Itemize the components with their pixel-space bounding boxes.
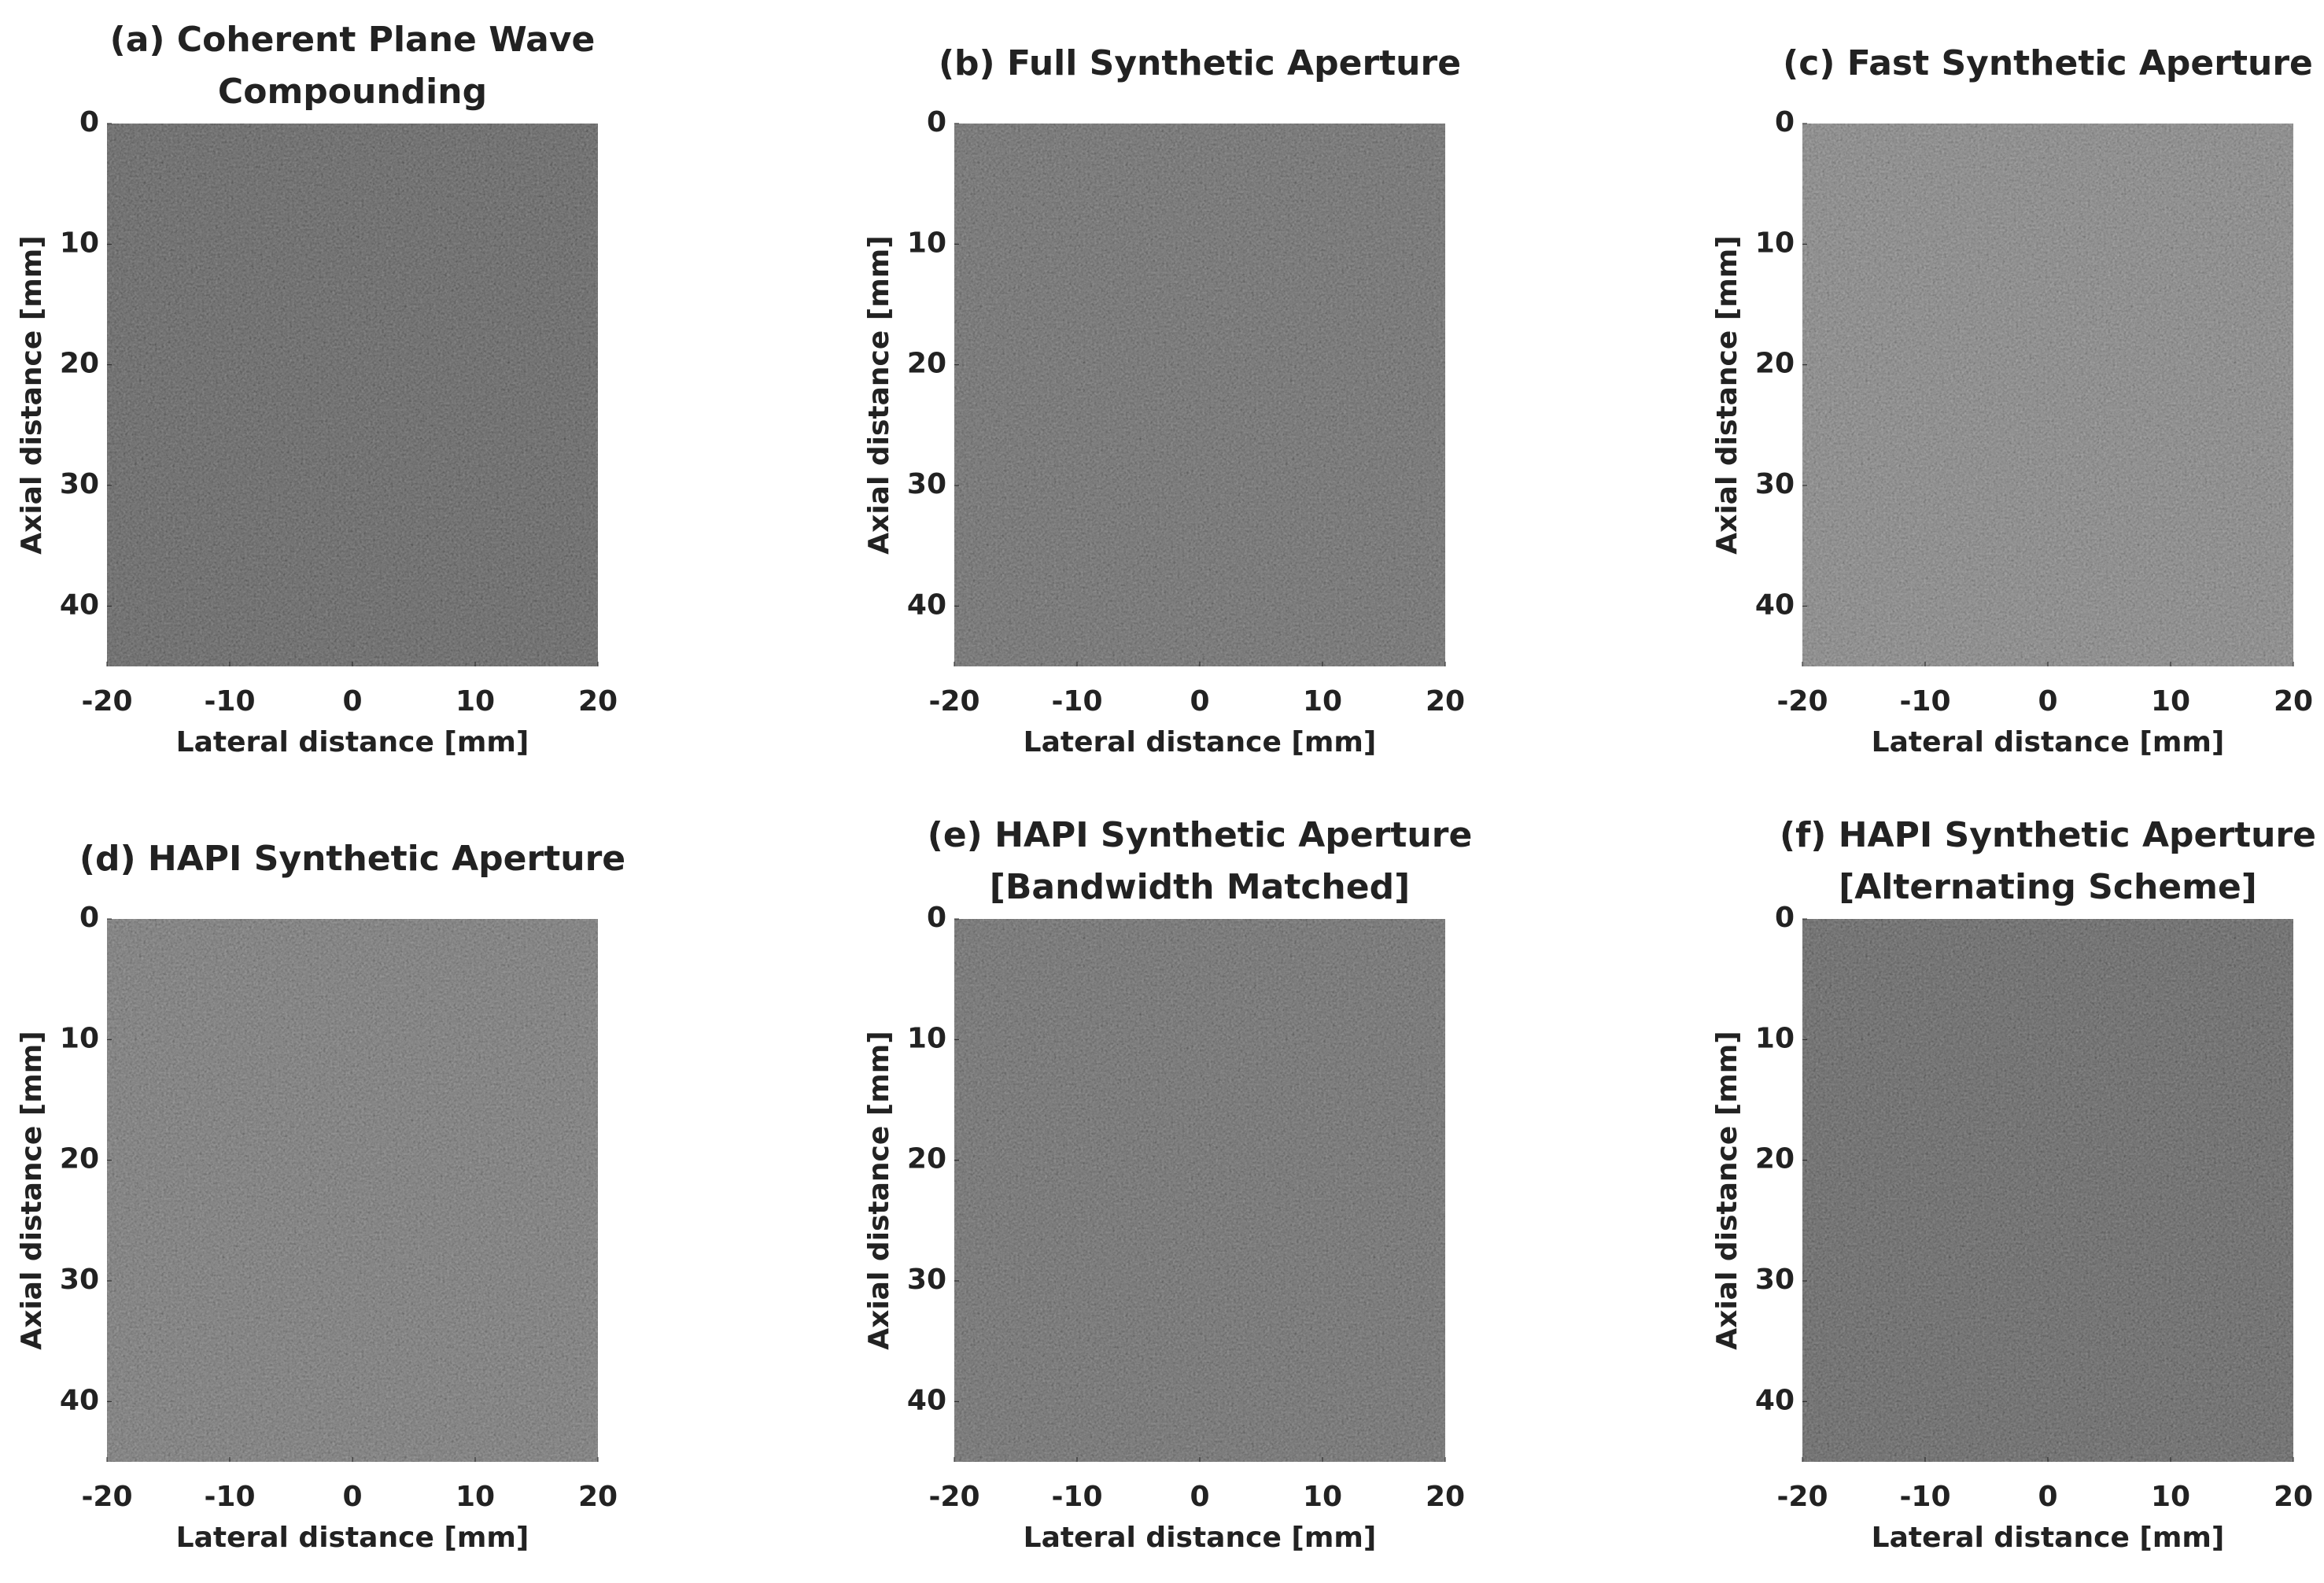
x-tick-label: 20 xyxy=(578,1481,618,1513)
x-tick-label: 10 xyxy=(2151,685,2190,718)
speckle xyxy=(954,124,1445,666)
y-tick-label: 0 xyxy=(927,902,946,934)
panel-title: (e) HAPI Synthetic Aperture xyxy=(928,815,1473,855)
x-tick-label: -20 xyxy=(928,1481,979,1513)
x-tick-label: 0 xyxy=(2038,1481,2057,1513)
y-tick-label: 10 xyxy=(60,1022,99,1054)
y-tick-label: 20 xyxy=(60,1143,99,1175)
y-tick-label: 0 xyxy=(79,106,99,138)
y-axis-label: Axial distance [mm] xyxy=(1711,1031,1743,1349)
panel: (f) HAPI Synthetic Aperture [Alternating … xyxy=(1711,815,2316,1554)
x-axis-label: Lateral distance [mm] xyxy=(176,1522,529,1554)
panel: (c) Fast Synthetic Aperture 0 10 20 30 40 -20 -… xyxy=(1711,43,2313,758)
x-tick-label: -10 xyxy=(204,1481,255,1513)
y-tick-label: 40 xyxy=(1755,589,1795,621)
panel-title: [Alternating Scheme] xyxy=(1839,867,2257,907)
y-axis-label: Axial distance [mm] xyxy=(16,235,48,554)
y-axis-label: Axial distance [mm] xyxy=(16,1031,48,1349)
y-tick-label: 0 xyxy=(1775,106,1795,138)
x-axis-label: Lateral distance [mm] xyxy=(1872,1522,2225,1554)
x-tick-label: 20 xyxy=(1426,1481,1465,1513)
x-axis-label: Lateral distance [mm] xyxy=(1024,1522,1377,1554)
x-tick-label: 10 xyxy=(2151,1481,2190,1513)
speckle xyxy=(1802,124,2293,666)
y-tick-label: 20 xyxy=(60,348,99,380)
panel-title: (c) Fast Synthetic Aperture xyxy=(1783,43,2313,83)
x-tick-label: 10 xyxy=(456,685,495,718)
x-tick-label: 0 xyxy=(342,685,362,718)
y-tick-label: 40 xyxy=(1755,1384,1795,1416)
panel-title: [Bandwidth Matched] xyxy=(990,867,1410,907)
y-tick-label: 10 xyxy=(60,227,99,259)
panel: (e) HAPI Synthetic Aperture [Bandwidth Ma… xyxy=(863,815,1472,1554)
y-tick-label: 0 xyxy=(1775,902,1795,934)
y-tick-label: 20 xyxy=(907,348,946,380)
x-tick-label: 20 xyxy=(1426,685,1465,718)
y-tick-label: 40 xyxy=(60,589,99,621)
x-tick-label: -10 xyxy=(1899,1481,1950,1513)
y-axis-label: Axial distance [mm] xyxy=(1711,235,1743,554)
x-tick-label: 0 xyxy=(1190,1481,1209,1513)
y-tick-label: 20 xyxy=(1755,348,1795,380)
x-tick-label: -20 xyxy=(81,1481,132,1513)
x-tick-label: 20 xyxy=(2274,1481,2313,1513)
y-tick-label: 0 xyxy=(79,902,99,934)
y-tick-label: 30 xyxy=(907,1264,946,1296)
y-axis-label: Axial distance [mm] xyxy=(863,235,895,554)
y-tick-label: 30 xyxy=(1755,1264,1795,1296)
x-tick-label: -10 xyxy=(1051,685,1102,718)
panel: (d) HAPI Synthetic Aperture 0 10 20 30 40 -20 -… xyxy=(16,839,625,1554)
speckle xyxy=(107,919,598,1462)
x-tick-label: -20 xyxy=(81,685,132,718)
speckle xyxy=(954,919,1445,1462)
x-tick-label: 0 xyxy=(1190,685,1209,718)
panel-title: (f) HAPI Synthetic Aperture xyxy=(1780,815,2316,855)
y-tick-label: 40 xyxy=(60,1384,99,1416)
y-tick-label: 30 xyxy=(907,468,946,500)
speckle xyxy=(1802,919,2293,1462)
x-tick-label: 20 xyxy=(2274,685,2313,718)
panel-title: (b) Full Synthetic Aperture xyxy=(939,43,1461,83)
x-tick-label: 0 xyxy=(342,1481,362,1513)
x-tick-label: 10 xyxy=(1303,685,1342,718)
x-tick-label: -10 xyxy=(204,685,255,718)
y-tick-label: 10 xyxy=(907,1022,946,1054)
x-tick-label: -20 xyxy=(928,685,979,718)
y-tick-label: 10 xyxy=(1755,227,1795,259)
panel-title: (a) Coherent Plane Wave xyxy=(110,20,596,60)
speckle xyxy=(107,124,598,666)
x-tick-label: 20 xyxy=(578,685,618,718)
y-tick-label: 30 xyxy=(1755,468,1795,500)
y-tick-label: 40 xyxy=(907,589,946,621)
x-tick-label: 0 xyxy=(2038,685,2057,718)
y-tick-label: 10 xyxy=(907,227,946,259)
x-tick-label: -10 xyxy=(1899,685,1950,718)
x-axis-label: Lateral distance [mm] xyxy=(1024,726,1377,758)
panel: (a) Coherent Plane Wave Compounding 0 10 20 3… xyxy=(16,20,618,758)
panel: (b) Full Synthetic Aperture 0 10 20 30 40 -20 -… xyxy=(863,43,1465,758)
x-tick-label: -20 xyxy=(1776,685,1828,718)
y-tick-label: 20 xyxy=(907,1143,946,1175)
y-tick-label: 40 xyxy=(907,1384,946,1416)
x-tick-label: 10 xyxy=(456,1481,495,1513)
x-tick-label: -20 xyxy=(1776,1481,1828,1513)
y-axis-label: Axial distance [mm] xyxy=(863,1031,895,1349)
y-tick-label: 20 xyxy=(1755,1143,1795,1175)
y-tick-label: 30 xyxy=(60,1264,99,1296)
panel-title: Compounding xyxy=(218,72,487,112)
x-tick-label: -10 xyxy=(1051,1481,1102,1513)
x-axis-label: Lateral distance [mm] xyxy=(176,726,529,758)
x-tick-label: 10 xyxy=(1303,1481,1342,1513)
y-tick-label: 30 xyxy=(60,468,99,500)
x-axis-label: Lateral distance [mm] xyxy=(1872,726,2225,758)
panel-title: (d) HAPI Synthetic Aperture xyxy=(79,839,625,879)
y-tick-label: 0 xyxy=(927,106,946,138)
y-tick-label: 10 xyxy=(1755,1022,1795,1054)
